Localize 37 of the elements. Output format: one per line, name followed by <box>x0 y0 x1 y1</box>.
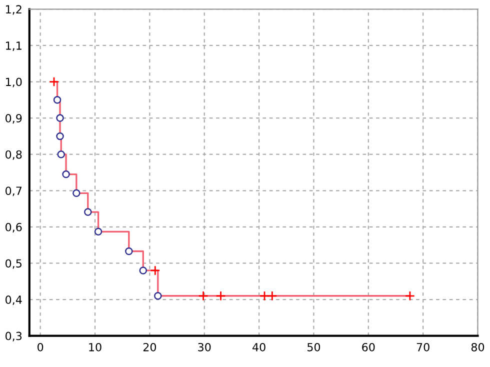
point <box>56 114 64 122</box>
x-tick-label: 30 <box>198 342 211 352</box>
point <box>57 150 65 158</box>
point <box>139 266 148 274</box>
x-tick-label: 40 <box>252 342 266 352</box>
point <box>404 290 416 301</box>
x-tick-label: 80 <box>471 342 484 352</box>
y-tick-label: 0,8 <box>6 150 22 160</box>
point <box>94 228 102 236</box>
x-tick-label: 50 <box>308 342 320 352</box>
point <box>72 189 80 198</box>
y-tick-label: 0,9 <box>6 114 22 124</box>
y-tick-label: 0,6 <box>6 222 22 232</box>
point <box>150 265 160 276</box>
point <box>56 132 64 140</box>
point <box>267 290 278 301</box>
x-tick-label: 60 <box>362 342 375 352</box>
x-tick-label: 70 <box>416 342 430 352</box>
x-tick-label: 20 <box>143 342 156 352</box>
x-tick-label: 10 <box>89 342 102 352</box>
point <box>53 96 62 104</box>
y-tick-label: 0,3 <box>6 332 22 342</box>
point <box>154 292 162 300</box>
y-tick-label: 0,4 <box>6 295 22 306</box>
y-tick-label: 1,0 <box>6 78 22 88</box>
point <box>48 76 60 87</box>
point <box>198 290 208 301</box>
y-tick-label: 0,5 <box>6 259 22 269</box>
point <box>125 247 133 256</box>
point <box>62 170 70 178</box>
point <box>84 208 92 216</box>
point <box>216 290 226 301</box>
point <box>259 290 270 301</box>
y-tick-label: 1,1 <box>6 42 22 51</box>
x-tick-label: 0 <box>38 342 44 352</box>
y-tick-label: 0,7 <box>6 186 22 196</box>
y-tick-label: 1,2 <box>6 5 22 15</box>
